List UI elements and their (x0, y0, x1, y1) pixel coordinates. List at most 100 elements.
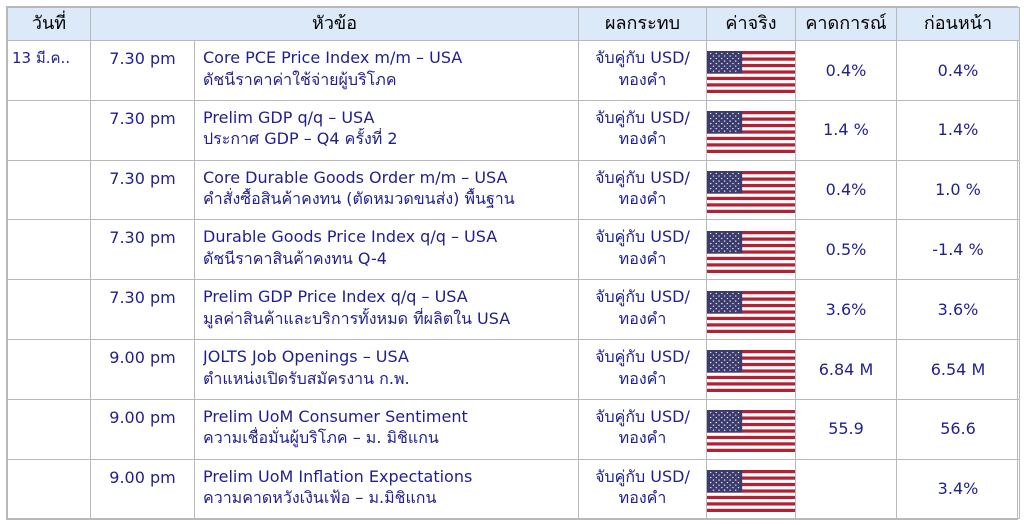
date-cell (7, 279, 91, 340)
impact-cell: จับคู่กับ USD/ ทองคำ (578, 219, 707, 281)
event-subtitle: ตำแหน่งเปิดรับสมัครงาน ก.พ. (203, 368, 410, 388)
impact-line2: ทองคำ (618, 129, 667, 149)
impact-line1: จับคู่กับ USD/ (595, 48, 690, 67)
table-row: 13 มี.ค.. 7.30 pm Core PCE Price Index m… (7, 40, 1020, 101)
event-title: Prelim GDP q/q – USA (203, 107, 375, 127)
event-title: Prelim UoM Consumer Sentiment (203, 406, 468, 426)
previous-cell: 6.54 M (896, 338, 1020, 400)
date-cell (7, 159, 91, 221)
actual-cell (706, 398, 796, 460)
time-cell: 9.00 pm (90, 398, 195, 460)
impact-line2: ทองคำ (618, 488, 667, 508)
actual-cell (706, 159, 796, 221)
forecast-cell: 0.4% (795, 40, 897, 101)
impact-line1: จับคู่กับ USD/ (595, 287, 690, 307)
topic-cell: Core PCE Price Index m/m – USA ดัชนีราคา… (194, 40, 579, 101)
forecast-cell: 0.4% (795, 159, 897, 221)
us-flag-icon (707, 290, 795, 333)
time-cell: 9.00 pm (90, 338, 195, 400)
impact-line2: ทองคำ (618, 308, 667, 328)
forecast-cell (795, 458, 897, 520)
impact-line2: ทองคำ (618, 69, 667, 89)
forecast-cell: 0.5% (795, 219, 897, 281)
previous-cell: 3.6% (896, 279, 1020, 340)
event-subtitle: ความคาดหวังเงินเฟ้อ – ม.มิชิแกน (203, 488, 437, 508)
impact-line2: ทองคำ (618, 428, 667, 448)
table-row: 9.00 pm Prelim UoM Consumer Sentiment คว… (7, 398, 1020, 460)
impact-cell: จับคู่กับ USD/ ทองคำ (578, 99, 707, 161)
time-cell: 7.30 pm (90, 99, 195, 161)
header-previous: ก่อนหน้า (896, 7, 1020, 41)
us-flag-icon (707, 410, 795, 453)
impact-line2: ทองคำ (618, 368, 667, 388)
date-cell (7, 398, 91, 460)
impact-cell: จับคู่กับ USD/ ทองคำ (578, 159, 707, 221)
header-actual: ค่าจริง (706, 7, 796, 41)
date-cell (7, 99, 91, 161)
time-cell: 9.00 pm (90, 458, 195, 520)
actual-cell (706, 338, 796, 400)
previous-cell: 0.4% (896, 40, 1020, 101)
time-cell: 7.30 pm (90, 279, 195, 340)
us-flag-icon (707, 469, 795, 512)
topic-cell: Prelim UoM Consumer Sentiment ความเชื่อม… (194, 398, 579, 460)
date-cell (7, 338, 91, 400)
forecast-cell: 55.9 (795, 398, 897, 460)
impact-line1: จับคู่กับ USD/ (595, 346, 690, 366)
table-row: 7.30 pm Prelim GDP q/q – USA ประกาศ GDP … (7, 99, 1020, 161)
event-subtitle: มูลค่าสินค้าและบริการทั้งหมด ที่ผลิตใน U… (203, 308, 511, 328)
impact-line1: จับคู่กับ USD/ (595, 406, 690, 426)
impact-line2: ทองคำ (618, 189, 667, 209)
impact-line1: จับคู่กับ USD/ (595, 227, 690, 247)
actual-cell (706, 99, 796, 161)
impact-cell: จับคู่กับ USD/ ทองคำ (578, 458, 707, 520)
previous-cell: 3.4% (896, 458, 1020, 520)
topic-cell: Prelim GDP q/q – USA ประกาศ GDP – Q4 ครั… (194, 99, 579, 161)
time-cell: 7.30 pm (90, 40, 195, 101)
topic-cell: Core Durable Goods Order m/m – USA คำสั่… (194, 159, 579, 221)
impact-line2: ทองคำ (618, 248, 667, 268)
header-topic: หัวข้อ (90, 7, 579, 41)
impact-line1: จับคู่กับ USD/ (595, 167, 690, 187)
impact-cell: จับคู่กับ USD/ ทองคำ (578, 279, 707, 340)
impact-line1: จับคู่กับ USD/ (595, 107, 690, 127)
actual-cell (706, 40, 796, 101)
actual-cell (706, 279, 796, 340)
event-title: Durable Goods Price Index q/q – USA (203, 227, 498, 247)
event-subtitle: ดัชนีราคาค่าใช้จ่ายผู้บริโภค (203, 69, 397, 89)
topic-cell: Prelim GDP Price Index q/q – USA มูลค่าส… (194, 279, 579, 340)
event-title: Prelim UoM Inflation Expectations (203, 466, 473, 486)
us-flag-icon (707, 111, 795, 154)
table-header-row: วันที่ หัวข้อ ผลกระทบ ค่าจริง คาดการณ์ ก… (7, 7, 1020, 41)
actual-cell (706, 219, 796, 281)
event-title: Core PCE Price Index m/m – USA (203, 48, 463, 67)
table-row: 9.00 pm Prelim UoM Inflation Expectation… (7, 458, 1020, 520)
time-cell: 7.30 pm (90, 159, 195, 221)
time-cell: 7.30 pm (90, 219, 195, 281)
us-flag-icon (707, 350, 795, 393)
date-cell: 13 มี.ค.. (7, 40, 91, 101)
header-forecast: คาดการณ์ (795, 7, 897, 41)
event-title: JOLTS Job Openings – USA (203, 346, 409, 366)
previous-cell: 1.0 % (896, 159, 1020, 221)
impact-cell: จับคู่กับ USD/ ทองคำ (578, 398, 707, 460)
event-subtitle: ความเชื่อมั่นผู้บริโภค – ม. มิชิแกน (203, 428, 439, 448)
previous-cell: -1.4 % (896, 219, 1020, 281)
forecast-cell: 6.84 M (795, 338, 897, 400)
date-cell (7, 458, 91, 520)
event-title: Prelim GDP Price Index q/q – USA (203, 287, 468, 307)
header-date: วันที่ (7, 7, 91, 41)
impact-cell: จับคู่กับ USD/ ทองคำ (578, 40, 707, 101)
us-flag-icon (707, 170, 795, 213)
forecast-cell: 3.6% (795, 279, 897, 340)
table-row: 7.30 pm Prelim GDP Price Index q/q – USA… (7, 279, 1020, 340)
impact-line1: จับคู่กับ USD/ (595, 466, 690, 486)
event-title: Core Durable Goods Order m/m – USA (203, 167, 508, 187)
table-row: 9.00 pm JOLTS Job Openings – USA ตำแหน่ง… (7, 338, 1020, 400)
previous-cell: 1.4% (896, 99, 1020, 161)
economic-calendar-table: วันที่ หัวข้อ ผลกระทบ ค่าจริง คาดการณ์ ก… (6, 6, 1020, 520)
event-subtitle: ดัชนีราคาสินค้าคงทน Q-4 (203, 248, 387, 268)
topic-cell: JOLTS Job Openings – USA ตำแหน่งเปิดรับส… (194, 338, 579, 400)
topic-cell: Prelim UoM Inflation Expectations ความคา… (194, 458, 579, 520)
impact-cell: จับคู่กับ USD/ ทองคำ (578, 338, 707, 400)
